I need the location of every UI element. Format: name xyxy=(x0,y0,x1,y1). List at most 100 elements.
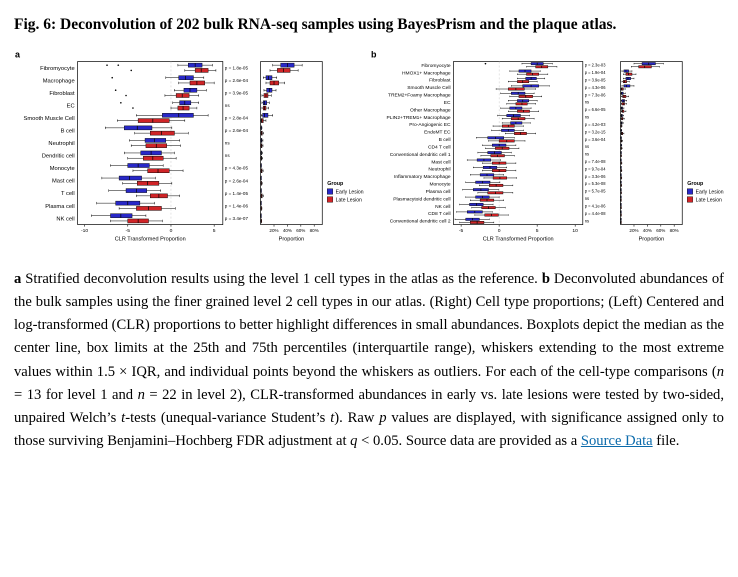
caption-text-segment: = 13 for level 1 and xyxy=(14,386,138,403)
figure-title: Fig. 6: Deconvolution of 202 bulk RNA-se… xyxy=(14,16,617,33)
caption-text-segment: a xyxy=(14,271,26,288)
svg-text:Inflammatory Macrophage: Inflammatory Macrophage xyxy=(394,174,451,180)
svg-text:Fibroblast: Fibroblast xyxy=(49,91,75,97)
svg-text:p = 6.6e-05: p = 6.6e-05 xyxy=(585,107,606,112)
caption-text-segment: b xyxy=(541,271,550,288)
svg-text:Pro-Angiogenic EC: Pro-Angiogenic EC xyxy=(409,123,451,129)
figure-caption: a Stratified deconvolution results using… xyxy=(14,268,724,452)
caption-text-segment: q xyxy=(350,432,358,449)
svg-text:EndoMT EC: EndoMT EC xyxy=(424,130,451,136)
svg-text:CD4 T cell: CD4 T cell xyxy=(428,145,451,151)
svg-text:Proportion: Proportion xyxy=(279,237,305,243)
caption-text-segment: = 22 in level 2), CLR-transformed abunda… xyxy=(14,386,724,426)
svg-text:p = 1.4e-05: p = 1.4e-05 xyxy=(225,191,249,196)
svg-text:CD8 T cell: CD8 T cell xyxy=(428,212,451,218)
svg-text:Dendritic cell: Dendritic cell xyxy=(42,154,75,160)
svg-text:Late Lesion: Late Lesion xyxy=(336,198,362,204)
svg-text:Early Lesion: Early Lesion xyxy=(336,190,364,196)
svg-text:CLR Transformed Proportion: CLR Transformed Proportion xyxy=(115,237,186,243)
svg-text:EC: EC xyxy=(67,104,75,110)
svg-text:ns: ns xyxy=(225,103,231,108)
svg-text:ns: ns xyxy=(225,154,231,159)
caption-text-segment: < 0.05. Source data are provided as a xyxy=(357,432,581,449)
svg-text:p = 2.3e-03: p = 2.3e-03 xyxy=(585,63,606,68)
svg-text:-5: -5 xyxy=(459,228,464,234)
svg-text:p = 2.6e-04: p = 2.6e-04 xyxy=(225,128,249,133)
svg-text:20%: 20% xyxy=(269,228,278,233)
svg-text:Early Lesion: Early Lesion xyxy=(696,190,724,196)
svg-text:EC: EC xyxy=(444,100,451,106)
svg-text:b: b xyxy=(371,50,377,60)
svg-text:Macrophage: Macrophage xyxy=(43,79,75,85)
svg-text:40%: 40% xyxy=(643,228,652,233)
caption-text-segment: values are displayed, with significance … xyxy=(14,409,724,449)
svg-text:Plasma cell: Plasma cell xyxy=(45,204,74,210)
caption-text-segment: -tests (unequal-variance Student’s xyxy=(125,409,331,426)
caption-text-segment: p xyxy=(379,409,387,426)
svg-text:p = 7.3e-06: p = 7.3e-06 xyxy=(585,93,606,98)
svg-text:Mast cell: Mast cell xyxy=(52,179,75,185)
svg-text:CLR Transformed Proportion: CLR Transformed Proportion xyxy=(483,237,554,243)
svg-text:Late Lesion: Late Lesion xyxy=(696,198,722,204)
svg-text:p = 1.9e-04: p = 1.9e-04 xyxy=(585,70,606,75)
svg-text:p = 3.3e-06: p = 3.3e-06 xyxy=(585,174,606,179)
svg-text:p = 3.4e-07: p = 3.4e-07 xyxy=(225,216,249,221)
svg-text:p = 3.2e-15: p = 3.2e-15 xyxy=(585,130,606,135)
svg-text:Monocyte: Monocyte xyxy=(50,166,75,172)
svg-text:Fibromyocyte: Fibromyocyte xyxy=(421,63,450,69)
svg-text:PLIN2+TREM1+ Macrophage: PLIN2+TREM1+ Macrophage xyxy=(387,115,451,121)
svg-text:p = 4.2e-03: p = 4.2e-03 xyxy=(585,122,606,127)
svg-text:Conventional dendritic cell 1: Conventional dendritic cell 1 xyxy=(390,152,451,158)
svg-text:Group: Group xyxy=(687,181,704,187)
svg-text:Neutrophil: Neutrophil xyxy=(48,141,74,147)
svg-text:Fibroblast: Fibroblast xyxy=(429,78,451,84)
svg-text:B cell: B cell xyxy=(439,137,451,143)
svg-text:NK cell: NK cell xyxy=(56,217,74,223)
svg-text:20%: 20% xyxy=(629,228,638,233)
svg-text:p = 3.6e-04: p = 3.6e-04 xyxy=(585,137,606,142)
svg-text:p = 3.9e-05: p = 3.9e-05 xyxy=(225,91,249,96)
svg-text:p = 2.8e-04: p = 2.8e-04 xyxy=(225,116,249,121)
svg-text:Group: Group xyxy=(327,181,344,187)
svg-text:0: 0 xyxy=(170,228,173,234)
svg-text:Conventional dendritic cell 2: Conventional dendritic cell 2 xyxy=(390,219,451,225)
svg-text:p = 4.4e-08: p = 4.4e-08 xyxy=(585,211,606,216)
svg-text:T cell: T cell xyxy=(61,192,75,198)
svg-text:Smooth Muscle Cell: Smooth Muscle Cell xyxy=(24,116,75,122)
svg-text:5: 5 xyxy=(213,228,216,234)
svg-text:Plasmacytoid dendritic cell: Plasmacytoid dendritic cell xyxy=(393,197,450,203)
caption-text-segment: Stratified deconvolution results using t… xyxy=(25,271,542,288)
svg-text:ns: ns xyxy=(585,115,589,120)
svg-text:ns: ns xyxy=(585,196,589,201)
svg-text:60%: 60% xyxy=(296,228,305,233)
svg-text:Mast cell: Mast cell xyxy=(431,160,450,166)
svg-text:80%: 80% xyxy=(310,228,319,233)
svg-text:p = 4.1e-06: p = 4.1e-06 xyxy=(585,204,606,209)
source-data-link[interactable]: Source Data xyxy=(580,432,653,449)
svg-text:p = 1.4e-06: p = 1.4e-06 xyxy=(225,204,249,209)
svg-text:ns: ns xyxy=(585,219,589,224)
svg-text:a: a xyxy=(15,50,21,60)
svg-text:Other Macrophage: Other Macrophage xyxy=(410,108,451,114)
caption-text-segment: ). Raw xyxy=(334,409,380,426)
svg-text:p = 2.6e-04: p = 2.6e-04 xyxy=(225,78,249,83)
svg-text:40%: 40% xyxy=(283,228,292,233)
caption-text-segment: Deconvoluted abundances of the bulk samp… xyxy=(14,271,724,380)
svg-text:ns: ns xyxy=(585,100,589,105)
svg-text:0: 0 xyxy=(498,228,501,234)
caption-text-segment: t xyxy=(330,409,335,426)
svg-text:-5: -5 xyxy=(126,228,131,234)
svg-text:p = 2.6e-04: p = 2.6e-04 xyxy=(225,179,249,184)
svg-text:p = 4.3e-06: p = 4.3e-06 xyxy=(585,85,606,90)
svg-text:ns: ns xyxy=(585,145,589,150)
svg-text:5: 5 xyxy=(536,228,539,234)
panel-b-boxplot-chart: b Fibromyocyte p = 2.3e-03 HMOX1+ Macrophag… xyxy=(371,50,724,243)
svg-text:TREM2+Foamy Macrophage: TREM2+Foamy Macrophage xyxy=(388,93,451,99)
svg-text:p = 1.8e-05: p = 1.8e-05 xyxy=(225,66,249,71)
svg-text:10: 10 xyxy=(572,228,578,234)
svg-text:ns: ns xyxy=(225,141,231,146)
svg-text:Monocyte: Monocyte xyxy=(429,182,450,188)
svg-text:p = 7.4e-08: p = 7.4e-08 xyxy=(585,159,606,164)
svg-text:Fibromyocyte: Fibromyocyte xyxy=(40,66,75,72)
